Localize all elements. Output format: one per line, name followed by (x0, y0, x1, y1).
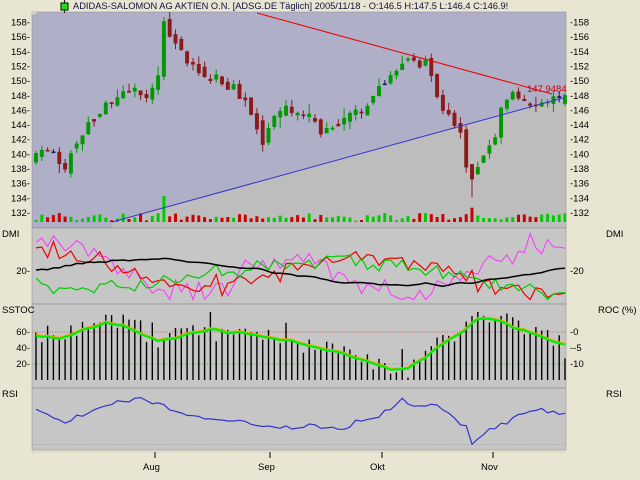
svg-text:40-: 40- (16, 343, 30, 354)
svg-text:RSI: RSI (2, 389, 18, 400)
svg-text:150-: 150- (11, 76, 30, 87)
svg-text:-10: -10 (570, 359, 584, 370)
svg-text:132-: 132- (11, 208, 30, 219)
svg-text:146-: 146- (11, 105, 30, 116)
svg-text:147.9484: 147.9484 (527, 84, 567, 95)
svg-text:-132: -132 (570, 208, 589, 219)
svg-text:156-: 156- (11, 32, 30, 43)
svg-text:Sep: Sep (258, 462, 275, 473)
svg-text:--5: --5 (570, 343, 582, 354)
svg-text:134-: 134- (11, 193, 30, 204)
svg-text:-0: -0 (570, 327, 578, 338)
svg-text:60-: 60- (16, 327, 30, 338)
svg-text:-148: -148 (570, 91, 589, 102)
svg-text:-156: -156 (570, 32, 589, 43)
svg-text:136-: 136- (11, 179, 30, 190)
svg-text:DMI: DMI (2, 229, 19, 240)
svg-text:138-: 138- (11, 164, 30, 175)
svg-text:-20: -20 (570, 266, 584, 277)
svg-text:-154: -154 (570, 47, 589, 58)
svg-text:154-: 154- (11, 47, 30, 58)
svg-text:Aug: Aug (143, 462, 160, 473)
svg-text:158-: 158- (11, 18, 30, 29)
svg-text:20-: 20- (16, 359, 30, 370)
svg-text:-142: -142 (570, 135, 589, 146)
svg-text:-136: -136 (570, 179, 589, 190)
svg-text:144-: 144- (11, 120, 30, 131)
svg-text:-152: -152 (570, 62, 589, 73)
svg-text:-138: -138 (570, 164, 589, 175)
svg-text:20-: 20- (16, 266, 30, 277)
svg-text:-144: -144 (570, 120, 589, 131)
svg-text:-140: -140 (570, 149, 589, 160)
svg-text:Nov: Nov (481, 462, 498, 473)
svg-text:-158: -158 (570, 18, 589, 29)
svg-text:ADIDAS-SALOMON AG AKTIEN O.N.: ADIDAS-SALOMON AG AKTIEN O.N. [ADSG.DE T… (73, 1, 508, 11)
svg-text:-134: -134 (570, 193, 589, 204)
svg-text:Okt: Okt (370, 462, 385, 473)
svg-text:RSI: RSI (606, 389, 622, 400)
svg-text:-150: -150 (570, 76, 589, 87)
svg-text:DMI: DMI (606, 229, 623, 240)
svg-text:SSTOC: SSTOC (2, 305, 35, 316)
svg-text:148-: 148- (11, 91, 30, 102)
svg-text:ROC (%): ROC (%) (598, 305, 637, 316)
svg-text:140-: 140- (11, 149, 30, 160)
svg-text:142-: 142- (11, 135, 30, 146)
svg-text:-146: -146 (570, 105, 589, 116)
svg-text:152-: 152- (11, 62, 30, 73)
